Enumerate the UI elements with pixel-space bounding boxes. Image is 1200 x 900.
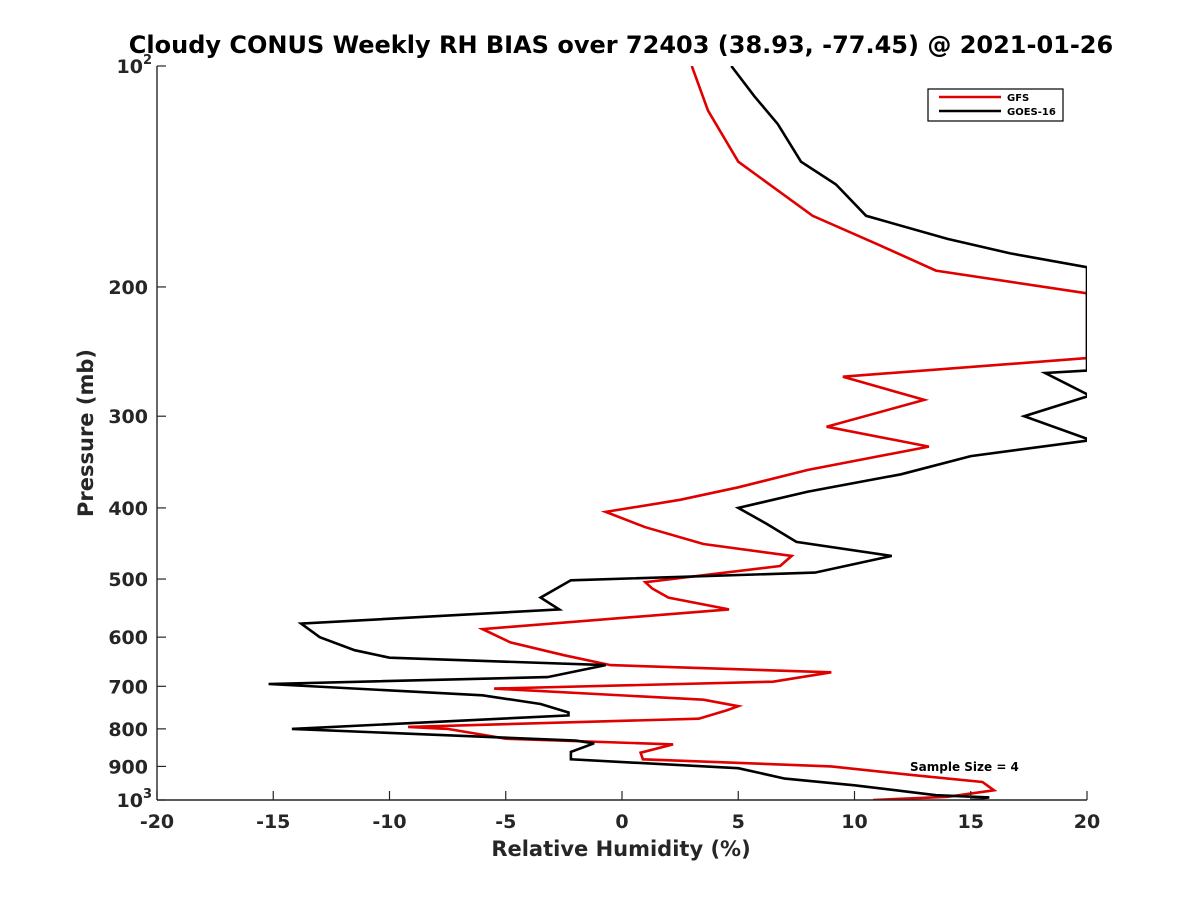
y-tick-label: 800 — [108, 719, 148, 741]
legend-label-gfs: GFS — [1007, 93, 1029, 104]
x-tick-label: 10 — [841, 811, 867, 833]
legend-box — [927, 88, 1064, 122]
series-line-goes16 — [268, 66, 1087, 800]
x-tick-label: -10 — [372, 811, 406, 833]
y-axis-label: Pressure (mb) — [74, 349, 98, 517]
x-tick-label: 20 — [1074, 811, 1100, 833]
chart-title: Cloudy CONUS Weekly RH BIAS over 72403 (… — [129, 31, 1113, 59]
x-tick-label: 5 — [732, 811, 745, 833]
y-tick-label: 700 — [108, 676, 148, 698]
x-tick-label: 0 — [615, 811, 628, 833]
y-tick-label: 102 — [117, 53, 153, 78]
x-tick-label: -15 — [256, 811, 290, 833]
series-layer — [268, 66, 1087, 800]
y-tick-label: 500 — [108, 569, 148, 591]
y-tick-label: 200 — [108, 277, 148, 299]
legend: GFS GOES-16 — [927, 88, 1064, 122]
y-tick-label: 400 — [108, 498, 148, 520]
x-tick-label: -5 — [495, 811, 516, 833]
x-tick-label: 15 — [958, 811, 984, 833]
series-line-gfs — [408, 66, 1087, 800]
axes-layer: -20 -15 -10 -5 0 5 10 15 20 102 200 300 400 500 600 700… — [108, 53, 1100, 833]
y-tick-label: 103 — [117, 787, 153, 812]
x-tick-label: -20 — [140, 811, 174, 833]
y-tick-label: 300 — [108, 406, 148, 428]
x-axis-label: Relative Humidity (%) — [491, 837, 750, 861]
y-tick-label: 600 — [108, 627, 148, 649]
sample-size-annotation: Sample Size = 4 — [910, 760, 1019, 774]
y-tick-label: 900 — [108, 756, 148, 778]
legend-label-goes16: GOES-16 — [1007, 107, 1056, 118]
